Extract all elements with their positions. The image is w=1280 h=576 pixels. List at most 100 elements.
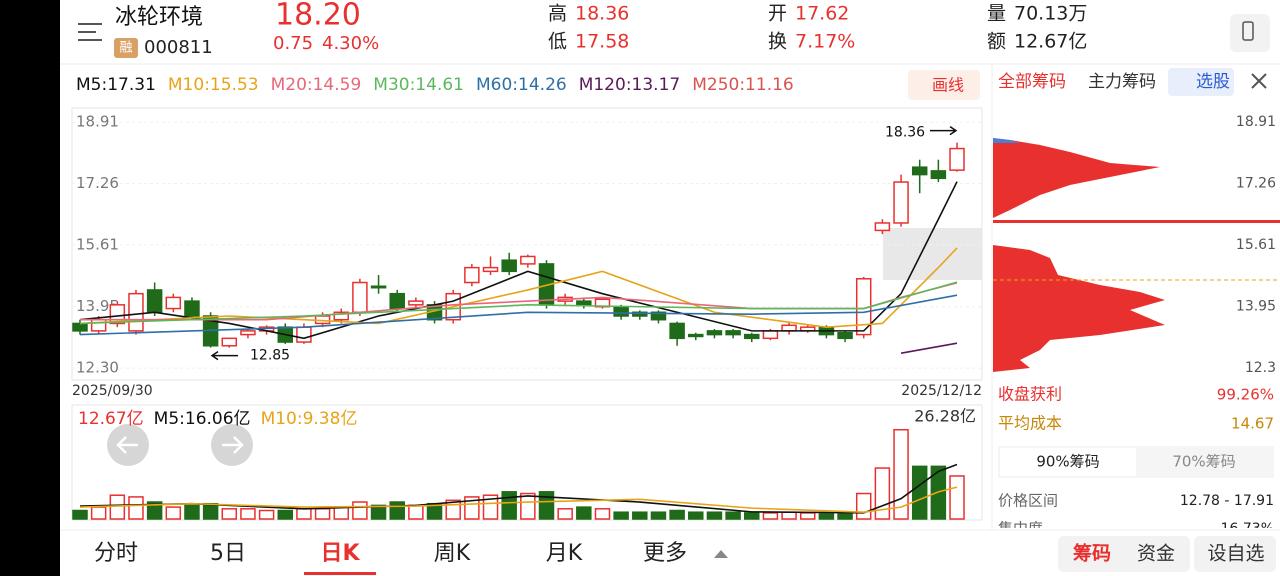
draw-button[interactable] — [908, 70, 980, 100]
volume-bar — [762, 512, 779, 520]
volume-bar — [781, 511, 797, 520]
menu-icon[interactable] — [78, 23, 102, 41]
candle-body — [706, 330, 723, 336]
chip-tick: 17.26 — [1236, 176, 1276, 192]
ma-line — [79, 294, 958, 336]
candle-body — [781, 324, 797, 332]
nav-item[interactable]: 更多 — [643, 541, 687, 566]
candle-body — [72, 322, 88, 332]
ma-legend: M20:14.59 — [271, 75, 362, 95]
chip-tab[interactable]: 选股 — [1196, 72, 1230, 92]
chip-tick: 15.61 — [1236, 237, 1276, 253]
volume-bar — [669, 509, 685, 520]
volume-bar — [632, 511, 648, 520]
tab-group — [1058, 536, 1190, 572]
nav-underline — [304, 572, 376, 575]
watch-button[interactable] — [1194, 536, 1276, 572]
volume-bar — [837, 513, 853, 520]
ma-legend: M5:17.31 — [76, 75, 156, 95]
ma-line — [79, 281, 958, 325]
chip-row-value: 12.78 - 17.91 — [1180, 493, 1274, 509]
nav-item[interactable]: 月K — [546, 541, 583, 566]
volume-bar — [352, 501, 368, 520]
nav-button[interactable]: 资金 — [1137, 543, 1175, 565]
ma-legend: M120:13.17 — [579, 75, 681, 95]
volume-legend: M5:16.06亿 — [154, 409, 251, 429]
volume-bar — [314, 508, 331, 520]
next-arrow — [222, 436, 244, 454]
candle-body — [669, 322, 685, 340]
volume-bar — [128, 496, 144, 520]
device-button[interactable] — [1230, 14, 1270, 52]
chip-stat-label: 收盘获利 — [998, 385, 1062, 404]
x-start-label: 2025/09/30 — [72, 383, 153, 399]
volume-bar — [706, 511, 723, 520]
volume-bar — [725, 511, 741, 520]
draw-button-text: 画线 — [932, 76, 964, 95]
toggle-option[interactable]: 70%筹码 — [1172, 453, 1235, 471]
chip-lower — [993, 245, 1165, 372]
candle-body — [762, 330, 779, 340]
candle-body — [370, 285, 387, 289]
change: 0.75 — [273, 33, 313, 54]
stat-value: 17.62 — [795, 3, 849, 25]
volume-max: 26.28亿 — [914, 407, 976, 426]
candle-body — [576, 300, 592, 306]
close-icon[interactable] — [1251, 73, 1267, 89]
stat-label: 换 — [768, 31, 787, 53]
volume-legend: M10:9.38亿 — [261, 409, 358, 429]
nav-item[interactable]: 分时 — [94, 541, 138, 566]
chip-tick: 18.91 — [1236, 114, 1276, 130]
volume-bar — [818, 513, 835, 520]
candle-body — [146, 289, 163, 314]
more-caret — [714, 550, 728, 558]
y-tick-label: 18.91 — [76, 113, 119, 131]
nav-item[interactable]: 周K — [434, 541, 471, 566]
volume-bar — [874, 467, 891, 520]
y-tick-label: 17.26 — [76, 174, 119, 192]
volume-bar — [296, 508, 312, 520]
volume-bar — [277, 509, 294, 520]
volume-bar — [464, 496, 480, 520]
volume-bar — [202, 502, 219, 520]
volume-bar — [911, 465, 928, 520]
candle-body — [296, 326, 312, 343]
y-tick-label: 15.61 — [76, 235, 119, 253]
chip-tick: 13.95 — [1236, 299, 1276, 315]
badge — [114, 38, 138, 58]
stock-code: 000811 — [144, 37, 213, 58]
volume-bar — [594, 508, 611, 520]
high-annotation: 18.36 — [885, 125, 925, 141]
candle-body — [482, 266, 499, 273]
chip-tab[interactable]: 主力筹码 — [1088, 72, 1156, 92]
ma-legend: M30:14.61 — [373, 75, 464, 95]
toggle-option[interactable]: 90%筹码 — [1036, 453, 1099, 471]
volume-bar — [650, 511, 667, 520]
candle-body — [725, 330, 741, 336]
candle-body — [165, 296, 182, 310]
stock-name: 冰轮环境 — [115, 5, 203, 30]
chip-upper — [993, 138, 1160, 218]
volume-bar — [258, 509, 275, 520]
volume-bar — [165, 506, 182, 520]
nav-item[interactable]: 日K — [320, 541, 360, 566]
volume-bar — [538, 491, 555, 520]
volume-bar — [688, 511, 704, 520]
volume-bar — [146, 501, 163, 520]
stat-label: 开 — [768, 3, 787, 25]
nav-button[interactable]: 筹码 — [1073, 542, 1111, 565]
volume-bar — [744, 512, 760, 520]
stat-value: 70.13万 — [1014, 3, 1087, 25]
low-annotation: 12.85 — [250, 348, 290, 364]
stat-value: 12.67亿 — [1014, 31, 1087, 53]
stat-label: 额 — [987, 31, 1006, 53]
volume-bar — [72, 509, 88, 520]
chip-tab[interactable]: 全部筹码 — [998, 72, 1066, 92]
chip-row-label: 价格区间 — [998, 492, 1058, 510]
nav-button[interactable]: 设自选 — [1207, 543, 1264, 565]
candle-body — [408, 300, 424, 306]
candle-body — [949, 147, 965, 171]
nav-item[interactable]: 5日 — [210, 541, 246, 566]
volume-bar — [184, 504, 200, 520]
